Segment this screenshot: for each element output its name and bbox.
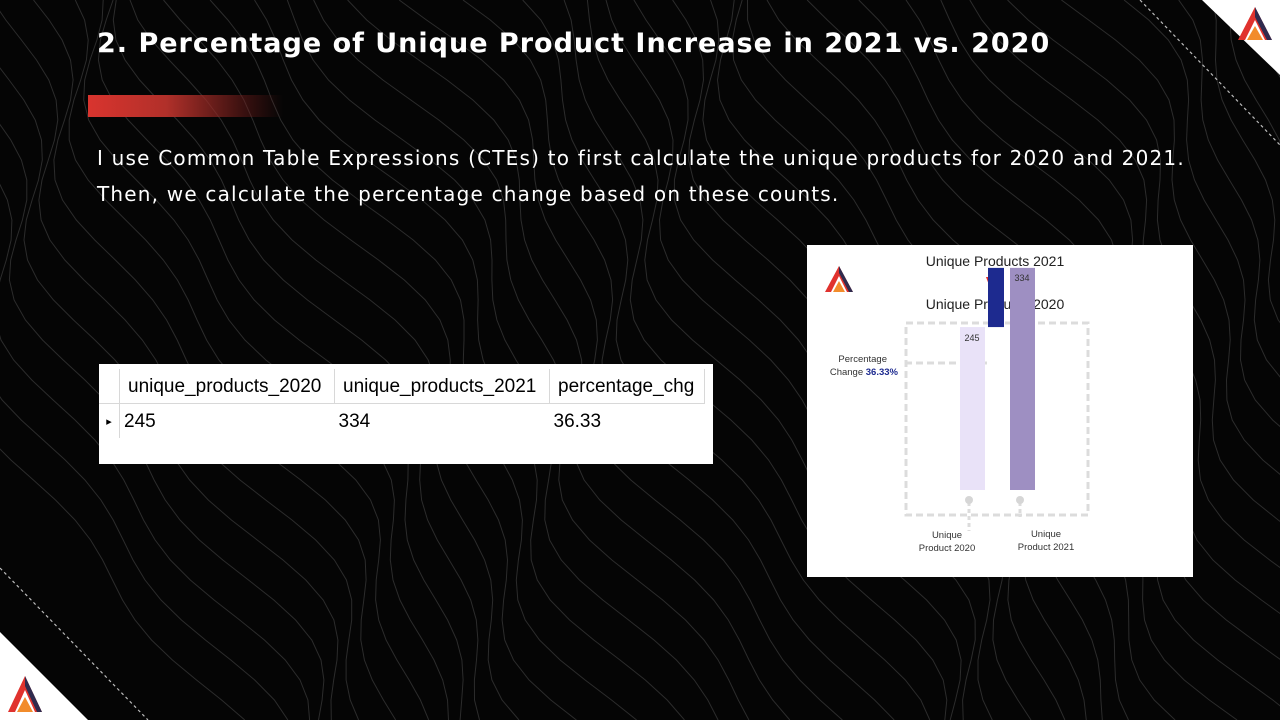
result-table: unique_products_2020 unique_products_202… — [99, 369, 706, 438]
wave-line — [129, 0, 520, 720]
wave-line — [0, 123, 325, 720]
column-header-unique-products-2020[interactable]: unique_products_2020 — [119, 369, 335, 404]
wave-line — [286, 0, 719, 720]
bar-unique-products-2020[interactable] — [960, 327, 985, 490]
annotation-percentage-label: Percentage — [838, 354, 887, 365]
wave-line — [1061, 0, 1280, 475]
wave-line — [163, 0, 577, 720]
title-accent-bar — [88, 95, 283, 117]
annotation-change-value: 36.33% — [866, 367, 899, 378]
slide-title: 2. Percentage of Unique Product Increase… — [97, 28, 1051, 59]
plot-frame — [904, 321, 1090, 517]
wave-line — [112, 0, 480, 720]
bar-unique-products-2021[interactable] — [1010, 267, 1035, 490]
chart-card: Unique Products 2021 Vs Unique Products … — [807, 245, 1193, 577]
wave-line — [0, 396, 289, 720]
wave-line — [0, 10, 360, 720]
wave-line — [1244, 0, 1280, 79]
wave-line — [1229, 0, 1280, 144]
wave-line — [1007, 0, 1280, 522]
table-row[interactable]: ▸ 245 334 36.33 — [99, 403, 705, 438]
wave-line — [254, 0, 685, 720]
wave-line — [83, 0, 449, 720]
annotation-change-prefix: Change — [830, 367, 863, 378]
pin-dot-2021 — [1016, 496, 1024, 504]
category-label-2021-line2: Product 2021 — [1018, 542, 1075, 553]
category-label-2020-line2: Product 2020 — [919, 543, 976, 554]
unique-products-chart: Unique Products 2021 Vs Unique Products … — [825, 253, 1090, 554]
wave-line — [347, 0, 791, 720]
wave-line — [0, 448, 246, 720]
category-label-2021-line1: Unique — [1031, 529, 1061, 540]
wave-line — [462, 0, 895, 720]
wave-line — [605, 0, 976, 720]
bar-percentage-change[interactable] — [988, 267, 1004, 328]
wave-line — [522, 0, 931, 720]
wave-line — [313, 0, 750, 720]
category-label-2020-line1: Unique — [932, 530, 962, 541]
wave-line — [563, 0, 948, 720]
wave-line — [0, 67, 339, 720]
column-header-percentage-chg[interactable]: percentage_chg — [549, 369, 706, 404]
brand-logo-top-right — [1202, 0, 1280, 75]
wave-line — [1123, 0, 1280, 428]
wave-line — [97, 0, 464, 720]
data-label-2021: 334 — [1014, 273, 1029, 283]
result-grid-top-strip — [99, 364, 713, 369]
wave-line — [398, 0, 843, 720]
chart-title-line1: Unique Products 2021 — [926, 253, 1065, 269]
wave-line — [1178, 0, 1280, 378]
wave-line — [68, 0, 430, 720]
cell-unique-products-2021[interactable]: 334 — [338, 411, 371, 432]
sql-result-grid: unique_products_2020 unique_products_202… — [99, 369, 713, 464]
result-header-row: unique_products_2020 unique_products_202… — [99, 369, 706, 404]
chart-brand-logo — [825, 266, 853, 292]
slide-body-text: I use Common Table Expressions (CTEs) to… — [97, 146, 1185, 206]
dashed-corner-line-bottom — [0, 567, 149, 720]
data-label-2020: 245 — [964, 333, 979, 343]
row-pointer-icon: ▸ — [99, 403, 120, 438]
wave-line — [586, 0, 962, 720]
cell-percentage-chg[interactable]: 36.33 — [553, 411, 602, 432]
wave-line — [0, 183, 311, 720]
row-selector-header — [99, 369, 120, 404]
pin-dot-2020 — [965, 496, 973, 504]
wave-line — [33, 0, 397, 720]
wave-line — [1212, 0, 1280, 324]
annotation-change-label: Change 36.33% — [830, 367, 899, 378]
brand-logo-bottom-left — [0, 632, 88, 720]
cell-unique-products-2020[interactable]: 245 — [124, 411, 156, 432]
column-header-unique-products-2021[interactable]: unique_products_2021 — [334, 369, 550, 404]
wave-line — [209, 0, 637, 720]
